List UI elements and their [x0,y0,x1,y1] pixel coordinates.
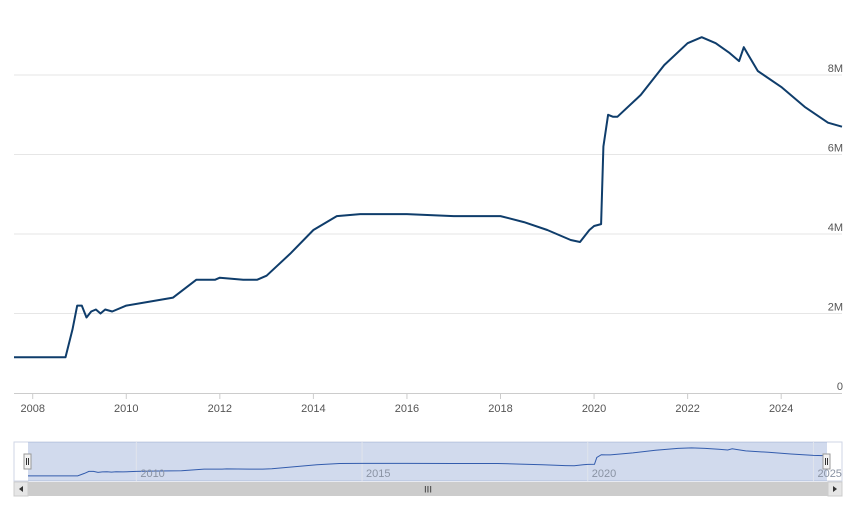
navigator-label: 2020 [592,468,616,480]
x-tick-label: 2024 [769,403,793,415]
x-tick-label: 2018 [488,403,512,415]
y-tick-label: 4M [828,222,843,234]
y-axis: 0 2M 4M 6M 8M [828,63,843,393]
navigator-label: 2015 [366,468,390,480]
x-tick-label: 2022 [675,403,699,415]
x-tick-label: 2010 [114,403,138,415]
navigator-selected-range[interactable] [28,442,827,481]
x-tick-labels: 2008 2010 2012 2014 2016 2018 2020 2022 2024 [20,393,793,415]
navigator-label: 2010 [140,468,164,480]
navigator-series-line [28,447,828,477]
navigator-labels: 2010 2015 2020 2025 [140,468,842,480]
navigator-handle-left[interactable] [23,453,32,470]
navigator-handle-body[interactable] [23,453,32,470]
y-tick-label: 0 [837,381,843,393]
x-tick-label: 2020 [582,403,606,415]
series-line [14,36,843,359]
scrollbar-grip-icon: III [424,486,432,496]
x-tick-label: 2008 [20,403,44,415]
y-tick-label: 8M [828,63,843,75]
navigator-label: 2025 [817,468,841,480]
navigator[interactable]: 2010 2015 2020 2025 [13,441,843,482]
scrollbar[interactable]: III [13,481,843,497]
y-tick-label: 6M [828,143,843,155]
scrollbar-thumb[interactable] [28,482,828,496]
arrow-right-icon [833,486,837,492]
y-tick-label: 2M [828,302,843,314]
x-tick-label: 2012 [208,403,232,415]
gridlines [14,74,842,314]
navigator-handle-body[interactable] [822,453,831,470]
x-tick-label: 2014 [301,403,325,415]
navigator-gridlines [135,442,814,481]
arrow-left-icon [19,486,23,492]
x-tick-label: 2016 [395,403,419,415]
navigator-handle-right[interactable] [822,453,831,470]
